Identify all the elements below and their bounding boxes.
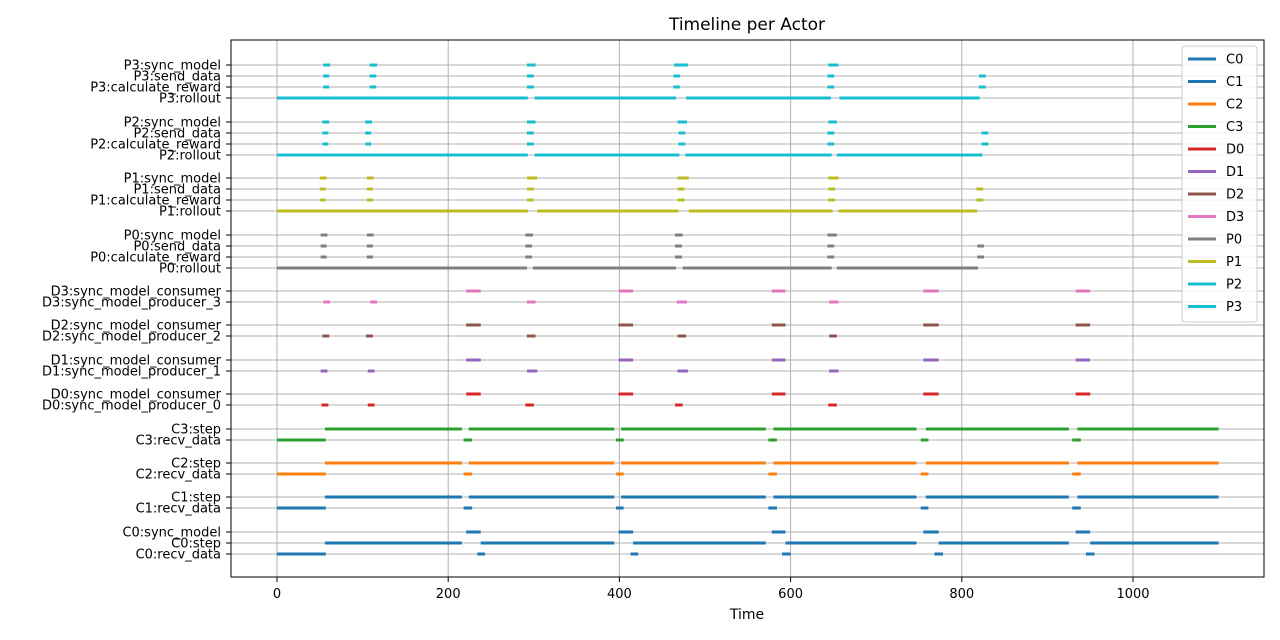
y-axis: P3:sync_modelP3:send_dataP3:calculate_re… (42, 59, 231, 563)
y-tick-label: C1:recv_data (136, 502, 221, 517)
x-tick-label: 800 (949, 587, 974, 602)
x-tick-label: 400 (607, 587, 632, 602)
legend-label: C1 (1226, 75, 1243, 90)
y-tick-label: D1:sync_model_consumer (51, 354, 222, 369)
legend-box (1181, 45, 1258, 323)
y-tick-label: P2:rollout (159, 149, 221, 164)
plot-frame (230, 39, 1265, 578)
x-tick-label: 1000 (1116, 587, 1149, 602)
y-tick-label: C0:recv_data (136, 548, 221, 563)
y-tick-label: C3:recv_data (136, 434, 221, 449)
y-tick-label: P0:rollout (159, 262, 221, 277)
y-tick-label: P3:calculate_reward (90, 81, 221, 96)
y-tick-label: P1:calculate_reward (90, 194, 221, 209)
y-tick-label: C0:step (171, 537, 221, 552)
legend-label: P1 (1226, 255, 1242, 270)
x-tick-label: 0 (273, 587, 281, 602)
y-tick-label: D2:sync_model_consumer (51, 319, 222, 334)
y-tick-label: C0:sync_model (122, 526, 221, 541)
y-tick-label: C3:step (171, 423, 221, 438)
y-tick-label: C2:recv_data (136, 468, 221, 483)
y-tick-label: D2:sync_model_producer_2 (42, 330, 221, 345)
y-tick-label: D1:sync_model_producer_1 (42, 365, 221, 380)
y-tick-label: D0:sync_model_consumer (51, 388, 222, 403)
x-axis-label: Time (729, 607, 764, 623)
legend: C0 C1 C2 C3 D0 D1 D2 D3 P0 P1 P2 P3 (1181, 45, 1258, 323)
y-tick-label: D3:sync_model_producer_3 (42, 296, 221, 311)
y-tick-label: D0:sync_model_producer_0 (42, 399, 221, 414)
x-tick-label: 600 (778, 587, 803, 602)
legend-label: C3 (1226, 120, 1243, 135)
legend-label: D3 (1226, 210, 1244, 225)
legend-label: D2 (1226, 188, 1244, 203)
legend-label: D0 (1226, 143, 1244, 158)
segments (277, 63, 1219, 556)
y-tick-label: P2:send_data (133, 127, 221, 142)
y-tick-label: P2:sync_model (124, 116, 221, 131)
legend-label: P0 (1226, 233, 1242, 248)
x-axis: 0 200 400 600 800 1000 (273, 577, 1150, 602)
y-tick-label: P1:send_data (133, 183, 221, 198)
y-tick-label: P0:sync_model (124, 229, 221, 244)
y-tick-label: P0:calculate_reward (90, 251, 221, 266)
y-tick-label: C2:step (171, 457, 221, 472)
legend-label: P3 (1226, 300, 1242, 315)
y-tick-label: P3:sync_model (124, 59, 221, 74)
legend-label: C2 (1226, 98, 1243, 113)
legend-label: C0 (1226, 53, 1243, 68)
y-tick-label: D3:sync_model_consumer (51, 285, 222, 300)
chart-title: Timeline per Actor (668, 15, 825, 35)
legend-label: D1 (1226, 165, 1244, 180)
y-tick-label: P1:rollout (159, 205, 221, 220)
y-tick-label: P2:calculate_reward (90, 138, 221, 153)
x-tick-label: 200 (436, 587, 461, 602)
y-tick-label: P0:send_data (133, 240, 221, 255)
legend-label: P2 (1226, 278, 1242, 293)
y-tick-label: P1:sync_model (124, 172, 221, 187)
y-tick-label: P3:rollout (159, 92, 221, 107)
y-tick-label: C1:step (171, 491, 221, 506)
y-tick-label: P3:send_data (133, 70, 221, 85)
